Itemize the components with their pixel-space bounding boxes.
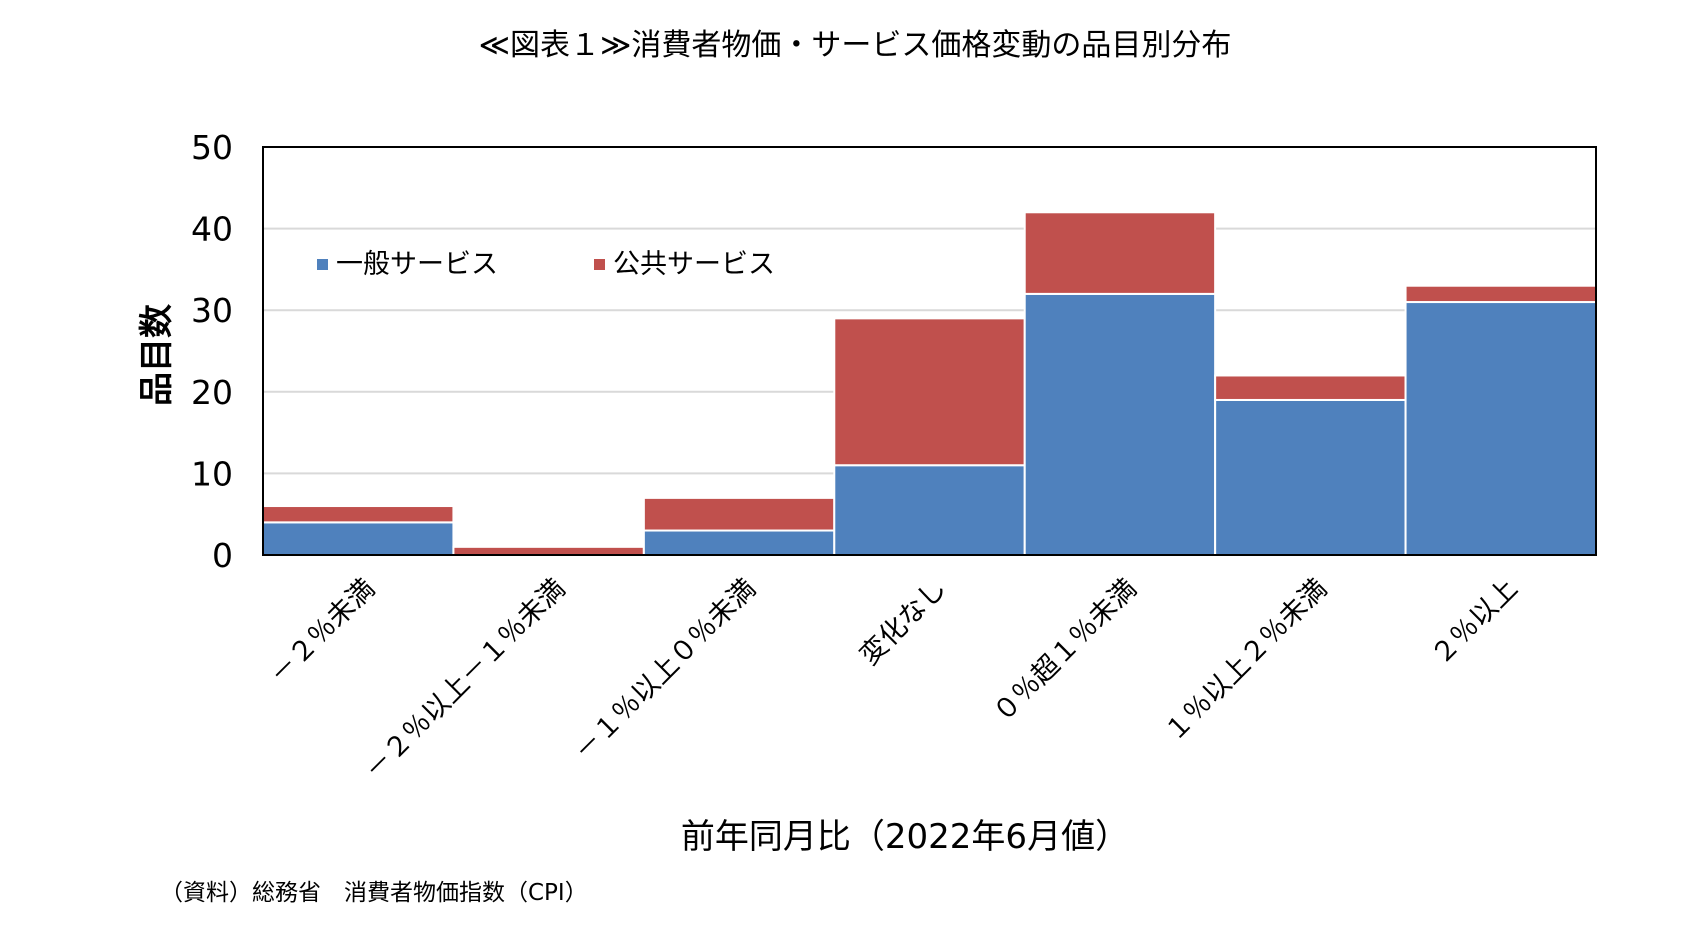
y-tick-label: 40 — [191, 210, 233, 249]
bar-segment-public — [642, 496, 836, 532]
bar-segment-public — [1404, 284, 1597, 304]
legend-swatch-public — [594, 259, 605, 270]
bar-segment-public — [1214, 374, 1407, 401]
x-tick-label: 変化なし — [854, 573, 952, 671]
bar-segment-public — [1023, 211, 1217, 295]
plot-area-frame — [262, 146, 1597, 556]
legend-label-general: 一般サービス — [336, 249, 498, 280]
bar-segment-general — [1404, 301, 1597, 557]
x-tick-label: １％以上２％未満 — [1159, 573, 1334, 748]
bar-segment-general — [1023, 292, 1217, 556]
y-tick-label: 30 — [191, 291, 233, 330]
x-tick-label: ２％以上 — [1425, 573, 1523, 671]
x-axis-label: 前年同月比（2022年6月値） — [681, 817, 1129, 857]
bar-segment-general — [642, 529, 836, 557]
chart-title: ≪図表１≫消費者物価・サービス価格変動の品目別分布 — [479, 28, 1232, 63]
y-tick-label: 20 — [191, 373, 233, 412]
x-tick-label: －２％未満 — [264, 573, 381, 690]
x-tick-label: －２％以上－１％未満 — [359, 573, 572, 786]
y-axis-label: 品目数 — [137, 304, 177, 406]
x-tick-label: －１％以上０％未満 — [568, 573, 762, 767]
y-tick-label: 0 — [212, 536, 233, 575]
y-axis-ticks: 0 10 20 30 40 50 — [191, 128, 233, 575]
bar-segment-general — [262, 521, 455, 556]
source-note: （資料）総務省 消費者物価指数（CPI） — [160, 880, 588, 906]
bar-segment-public — [262, 505, 455, 524]
bar-segment-public — [452, 545, 645, 557]
legend: 一般サービス 公共サービス — [317, 249, 775, 280]
bar-segment-general — [833, 464, 1026, 556]
y-tick-label: 10 — [191, 454, 233, 493]
bars — [262, 211, 1597, 557]
x-tick-label: ０％超１％未満 — [987, 573, 1143, 729]
x-axis-ticks: －２％未満－２％以上－１％未満－１％以上０％未満 変化なし ０％超１％未満 １％以上２… — [264, 573, 1524, 786]
legend-label-public: 公共サービス — [613, 249, 775, 280]
bar-segment-general — [1214, 398, 1407, 556]
bar-segment-public — [833, 317, 1026, 467]
legend-swatch-general — [317, 259, 328, 270]
y-tick-label: 50 — [191, 128, 233, 167]
